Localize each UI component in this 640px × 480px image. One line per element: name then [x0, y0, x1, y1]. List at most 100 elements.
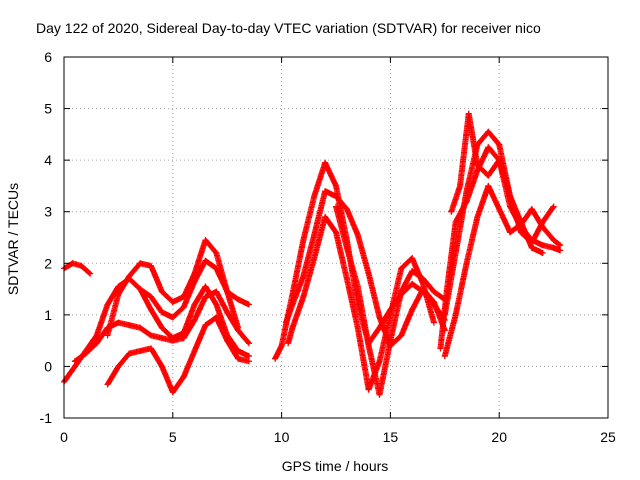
data-point	[213, 265, 220, 272]
data-point	[550, 203, 557, 210]
data-point	[191, 347, 198, 354]
data-point	[485, 144, 492, 151]
data-point	[333, 193, 339, 200]
data-point	[245, 353, 252, 360]
data-point	[441, 353, 448, 360]
data-point	[158, 324, 165, 331]
data-point	[202, 257, 209, 264]
data-point	[282, 319, 289, 326]
series-track-n	[448, 110, 546, 256]
data-point	[235, 355, 242, 362]
data-point	[82, 350, 89, 357]
data-point	[550, 244, 557, 251]
x-tick-label: 5	[169, 429, 177, 445]
data-point	[465, 110, 472, 117]
data-point	[448, 208, 455, 215]
data-point	[104, 301, 111, 308]
x-tick-label: 0	[60, 429, 68, 445]
data-point	[322, 159, 329, 166]
data-point	[365, 270, 372, 277]
data-point	[202, 293, 209, 300]
y-tick-label: 5	[44, 101, 52, 117]
data-point	[191, 278, 198, 285]
data-point	[87, 270, 94, 277]
data-point	[311, 193, 318, 200]
data-point	[115, 363, 122, 370]
data-point	[452, 249, 459, 256]
data-point	[148, 262, 155, 269]
data-point	[272, 355, 279, 362]
data-point	[213, 314, 220, 321]
data-point	[158, 335, 165, 342]
data-point	[409, 255, 416, 262]
data-point	[180, 373, 187, 380]
data-point	[69, 260, 76, 267]
x-axis-label: GPS time / hours	[282, 458, 389, 474]
data-point	[420, 275, 427, 282]
data-point	[126, 350, 133, 357]
data-point	[191, 301, 198, 308]
y-tick-label: 3	[44, 204, 52, 220]
data-point	[441, 311, 448, 318]
data-point	[463, 260, 470, 267]
y-tick-label: 4	[44, 152, 52, 168]
data-point	[235, 296, 242, 303]
data-point	[104, 332, 111, 339]
data-point	[322, 188, 329, 195]
data-point	[354, 231, 361, 238]
data-point	[93, 332, 100, 339]
data-point	[235, 324, 242, 331]
data-point	[409, 268, 416, 275]
data-point	[78, 262, 85, 269]
data-point	[148, 293, 155, 300]
data-point	[202, 237, 209, 244]
data-point	[430, 288, 437, 295]
data-point	[354, 283, 361, 290]
chart-title: Day 122 of 2020, Sidereal Day-to-day VTE…	[36, 20, 541, 36]
data-point	[485, 128, 492, 135]
data-point	[245, 301, 252, 308]
data-point	[398, 332, 405, 339]
data-point	[213, 249, 220, 256]
data-point	[191, 317, 198, 324]
y-tick-label: -1	[40, 410, 53, 426]
data-point	[300, 237, 307, 244]
data-point	[557, 247, 564, 254]
data-point	[496, 141, 503, 148]
data-point	[430, 298, 437, 305]
data-point	[365, 342, 372, 349]
data-point	[137, 286, 144, 293]
series-track-c	[71, 288, 252, 365]
x-tick-label: 20	[491, 429, 507, 445]
data-point	[409, 306, 416, 313]
data-point	[126, 273, 133, 280]
data-point	[485, 182, 492, 189]
series-track-f	[137, 257, 252, 321]
data-point	[474, 213, 481, 220]
data-point	[376, 358, 383, 365]
series-track-d	[104, 314, 252, 396]
data-point	[333, 182, 339, 189]
data-point	[430, 319, 437, 326]
data-point	[169, 389, 176, 396]
data-point	[71, 358, 78, 365]
data-point	[409, 280, 416, 287]
data-point	[169, 337, 176, 344]
data-point	[437, 345, 444, 352]
data-point	[354, 324, 361, 331]
data-point	[180, 335, 187, 342]
y-tick-label: 2	[44, 255, 52, 271]
data-point	[104, 381, 111, 388]
data-point	[137, 260, 144, 267]
data-point	[507, 229, 514, 236]
data-point	[202, 322, 209, 329]
data-point	[550, 237, 557, 244]
data-point	[517, 219, 524, 226]
series-track-i	[285, 213, 437, 393]
data-point	[224, 309, 231, 316]
data-point	[376, 314, 383, 321]
data-point	[278, 342, 285, 349]
y-tick-label: 6	[44, 49, 52, 65]
data-point	[457, 182, 464, 189]
